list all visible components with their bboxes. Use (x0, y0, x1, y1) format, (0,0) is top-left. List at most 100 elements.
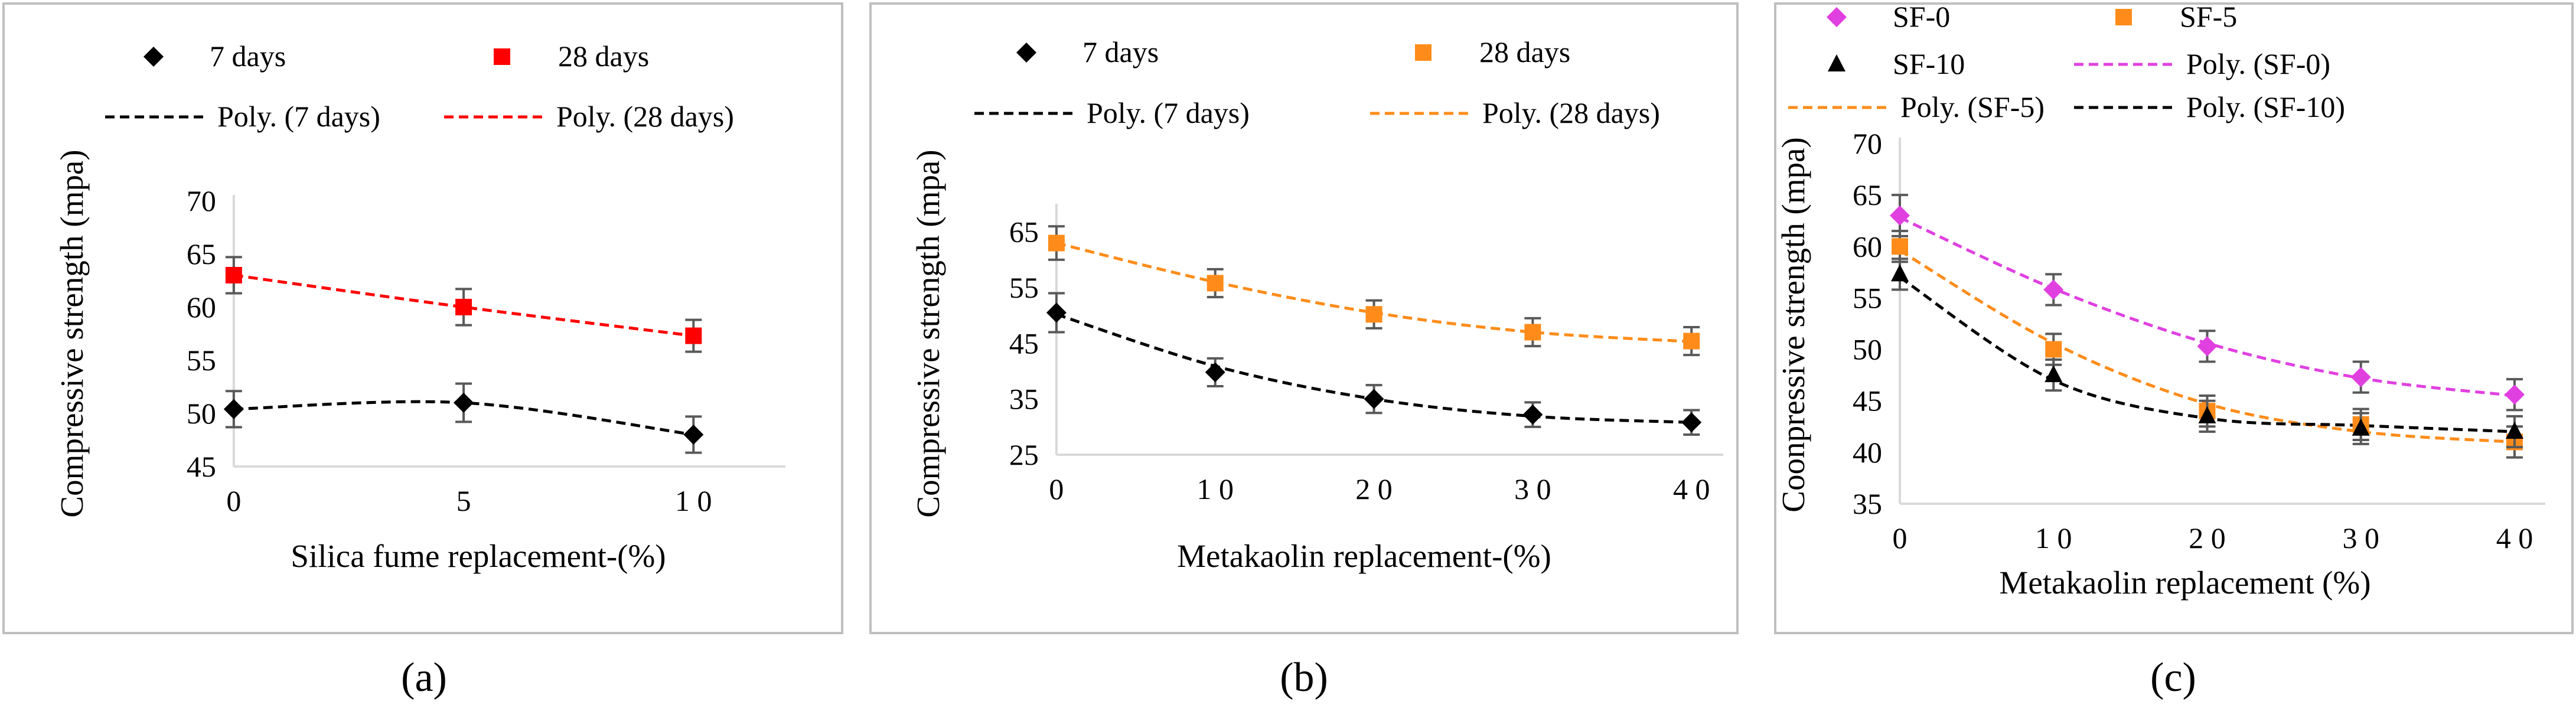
legend-label: SF-0 (1893, 0, 1950, 33)
x-tick-label: 0 (226, 484, 241, 517)
data-point (2197, 336, 2218, 357)
data-point (1524, 324, 1541, 341)
x-axis-label: Silica fume replacement-(%) (291, 538, 666, 574)
x-tick-label: 2 0 (1355, 472, 1393, 505)
y-tick-label: 25 (1009, 438, 1039, 471)
legend-entry: 7 days (1016, 35, 1159, 69)
y-axis-label: Compressive strength (mpa) (910, 149, 946, 517)
legend-entry: 28 days (494, 40, 649, 73)
panel-c: 35 40 45 50 55 60 65 70 0 1 0 2 0 3 0 4 0 Metakaolin … (1774, 0, 2574, 634)
data-point (2045, 365, 2063, 383)
caption-c: (c) (2150, 655, 2196, 700)
panel-a: 45 50 55 60 65 70 0 5 1 0 Silica fume replacement… (2, 2, 843, 634)
x-tick-label: 0 (1049, 472, 1064, 505)
data-point (454, 393, 474, 413)
x-tick-label: 3 0 (2342, 521, 2379, 555)
x-tick-label: 0 (1893, 521, 1907, 555)
panel-b-frame (869, 2, 1739, 634)
legend-entry: Poly. (7 days) (105, 100, 380, 133)
data-point (1048, 234, 1065, 252)
data-point (2504, 384, 2525, 405)
y-tick-label: 65 (1853, 178, 1882, 211)
legend-entry: Poly. (28 days) (1370, 96, 1660, 129)
y-tick-label: 55 (187, 344, 216, 377)
panel-c-plot: 35 40 45 50 55 60 65 70 0 1 0 2 0 3 0 4 0 Metakaolin … (1775, 0, 2545, 601)
panel-a-plot: 45 50 55 60 65 70 0 5 1 0 Silica fume replacement… (54, 40, 785, 574)
data-point (1890, 206, 1910, 226)
data-point (683, 425, 704, 445)
y-tick-label: 55 (1009, 271, 1039, 304)
data-point (1205, 362, 1225, 383)
y-tick-label: 40 (1853, 436, 1882, 469)
legend-entry: Poly. (SF-0) (2074, 47, 2330, 80)
data-point (1046, 302, 1067, 323)
panel-c-frame (1774, 2, 2574, 634)
data-point (2505, 422, 2523, 439)
legend-label: Poly. (28 days) (1482, 96, 1660, 129)
caption-b: (b) (1280, 655, 1328, 700)
legend-label: Poly. (SF-0) (2186, 47, 2330, 80)
caption-a: (a) (401, 655, 447, 700)
y-axis-label: Coonpressive strength (mpa) (1775, 137, 1811, 512)
x-tick-label: 5 (456, 484, 471, 517)
x-axis-label: Metakaolin replacement-(%) (1177, 538, 1551, 574)
legend-marker (1828, 54, 1845, 71)
x-tick-label: 1 0 (2035, 521, 2072, 555)
legend-label: 28 days (558, 40, 649, 73)
data-point (685, 327, 702, 344)
data-point (223, 399, 244, 419)
legend-label: 7 days (1082, 35, 1159, 69)
legend-entry: SF-5 (2115, 0, 2237, 33)
y-tick-label: 50 (1853, 333, 1882, 366)
legend-label: SF-5 (2180, 0, 2237, 33)
y-tick-label: 65 (1009, 216, 1039, 249)
legend-marker (1827, 7, 1847, 27)
legend-entry: Poly. (SF-10) (2074, 90, 2345, 123)
data-point (1207, 275, 1224, 292)
panel-b: 25 35 45 55 65 0 1 0 2 0 3 0 4 0 Metakaolin replac… (869, 2, 1739, 634)
data-point (225, 267, 242, 283)
y-tick-label: 35 (1009, 383, 1039, 416)
y-tick-label: 60 (187, 291, 216, 324)
legend-entry: SF-10 (1828, 47, 1965, 80)
data-point (1892, 238, 1909, 255)
trendline (233, 273, 694, 338)
legend-marker (1016, 43, 1036, 63)
data-point (1681, 412, 1702, 433)
legend-entry: Poly. (7 days) (974, 96, 1250, 129)
x-tick-label: 3 0 (1514, 472, 1551, 505)
legend-entry: SF-0 (1827, 0, 1950, 33)
y-tick-label: 60 (1853, 230, 1882, 263)
legend-marker (144, 47, 164, 67)
legend-entry: Poly. (28 days) (444, 100, 734, 133)
data-point (1365, 306, 1382, 323)
x-tick-label: 2 0 (2189, 521, 2226, 555)
x-tick-label: 1 0 (675, 484, 712, 517)
data-point (2352, 418, 2370, 436)
y-tick-label: 35 (1853, 487, 1882, 520)
panel-a-frame (2, 2, 843, 634)
y-tick-label: 55 (1853, 281, 1882, 314)
data-point (1891, 264, 1909, 282)
legend-marker (2115, 9, 2132, 25)
data-point (455, 299, 472, 315)
data-point (2045, 341, 2062, 358)
x-tick-label: 4 0 (2496, 521, 2533, 555)
data-point (2350, 367, 2371, 387)
x-axis-label: Metakaolin replacement (%) (1999, 565, 2370, 601)
y-tick-label: 50 (187, 397, 216, 430)
data-point (2198, 406, 2216, 423)
legend-marker (1415, 44, 1432, 61)
data-point (1522, 405, 1543, 425)
y-tick-label: 45 (187, 450, 216, 483)
legend-label: Poly. (28 days) (556, 100, 734, 133)
legend-entry: Poly. (SF-5) (1788, 90, 2045, 123)
legend-label: Poly. (7 days) (1087, 96, 1250, 129)
y-tick-label: 70 (187, 184, 216, 217)
y-tick-label: 70 (1853, 127, 1882, 160)
data-point (1683, 332, 1700, 350)
legend-label: Poly. (SF-5) (1900, 90, 2045, 123)
legend-entry: 7 days (144, 40, 286, 73)
legend-entry: 28 days (1415, 35, 1570, 69)
